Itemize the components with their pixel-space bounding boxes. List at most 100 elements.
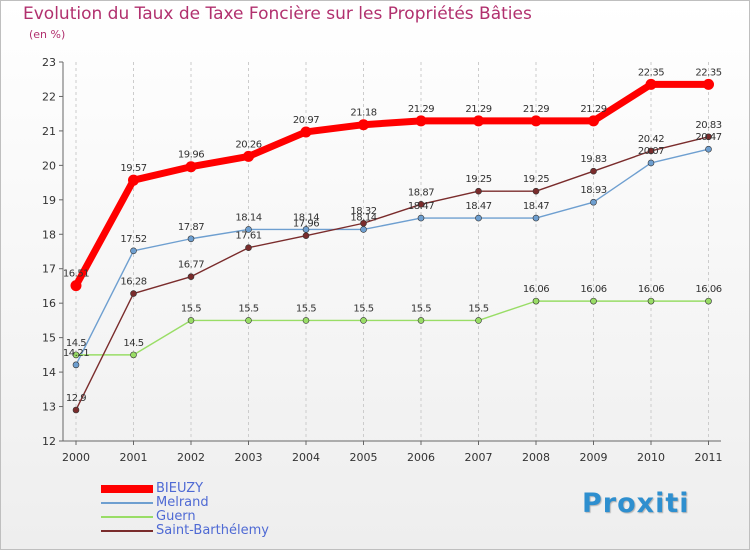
- y-tick-label: 18: [42, 228, 56, 241]
- data-label: 16.06: [523, 284, 549, 295]
- data-label: 15.5: [411, 303, 431, 314]
- data-label: 18.32: [350, 206, 376, 217]
- data-point: [532, 214, 540, 222]
- legend-swatch-melrand: [101, 502, 153, 504]
- data-label: 15.5: [238, 303, 258, 314]
- x-tick-label: 2004: [292, 451, 320, 464]
- chart-subtitle: (en %): [29, 28, 66, 41]
- data-point: [187, 317, 195, 324]
- data-label: 16.51: [63, 269, 89, 280]
- data-point: [72, 351, 80, 359]
- data-point: [128, 174, 139, 186]
- data-label: 14.5: [66, 338, 86, 349]
- data-label: 16.06: [580, 284, 606, 295]
- data-label: 19.25: [465, 174, 491, 185]
- data-label: 18.47: [408, 201, 434, 212]
- y-tick-label: 17: [42, 263, 56, 276]
- data-label: 17.96: [293, 219, 319, 230]
- data-label: 19.57: [120, 163, 146, 174]
- data-point: [647, 159, 655, 167]
- y-tick-label: 20: [42, 159, 56, 172]
- data-point: [72, 406, 80, 414]
- data-point: [703, 78, 714, 90]
- y-tick-label: 16: [42, 297, 56, 310]
- series-line-guern: [75, 300, 710, 356]
- data-label: 18.47: [523, 201, 549, 212]
- data-label: 16.77: [178, 260, 204, 271]
- data-point: [590, 297, 597, 305]
- data-point: [532, 297, 540, 305]
- data-point: [130, 290, 137, 297]
- data-point: [187, 273, 195, 280]
- data-label: 21.29: [465, 104, 491, 115]
- data-label: 20.83: [695, 120, 721, 131]
- y-tick-label: 19: [42, 194, 56, 207]
- series-lines: [70, 78, 714, 414]
- data-label: 19.25: [523, 174, 549, 185]
- data-label: 17.87: [178, 222, 204, 233]
- x-tick-label: 2005: [350, 451, 378, 464]
- data-point: [300, 126, 312, 138]
- data-point: [647, 147, 655, 155]
- data-point: [415, 115, 427, 127]
- data-point: [245, 226, 252, 233]
- data-label: 16.28: [120, 277, 146, 288]
- data-label: 19.83: [580, 154, 606, 165]
- data-point: [475, 214, 482, 222]
- proxiti-logo: Proxiti: [582, 488, 690, 519]
- data-label: 21.29: [580, 104, 606, 115]
- data-point: [473, 115, 484, 127]
- data-point: [590, 167, 597, 175]
- data-label: 22.35: [695, 67, 721, 78]
- x-tick-label: 2000: [62, 451, 90, 464]
- data-point: [645, 78, 657, 90]
- legend-swatch-saint-barthelemy: [101, 530, 153, 532]
- data-label: 19.96: [178, 150, 204, 161]
- data-label: 18.14: [293, 212, 319, 223]
- data-point: [302, 232, 310, 239]
- legend-swatch-bieuzy: [101, 485, 153, 493]
- legend-label-saint-barthelemy: Saint-Barthélemy: [156, 523, 269, 538]
- data-point: [417, 200, 425, 208]
- axes: 12 13 14 15 16 17 18 19 20 21 22 23 2000 2001 2002 2003…: [42, 56, 723, 464]
- data-label: 20.26: [235, 139, 261, 150]
- data-label: 18.14: [235, 212, 261, 223]
- data-label: 18.87: [408, 187, 434, 198]
- data-label: 14.5: [123, 338, 143, 349]
- y-tick-label: 21: [42, 125, 56, 138]
- data-label: 15.5: [468, 303, 488, 314]
- data-point: [588, 115, 599, 127]
- chart-title: Evolution du Taux de Taxe Foncière sur l…: [23, 4, 532, 24]
- data-point: [530, 115, 542, 127]
- y-tick-label: 13: [42, 401, 56, 414]
- data-label: 21.29: [523, 104, 549, 115]
- data-label: 17.61: [235, 231, 261, 242]
- data-point: [360, 219, 367, 227]
- data-point: [475, 317, 482, 324]
- data-point: [302, 317, 310, 324]
- grid-lines: [75, 62, 709, 441]
- data-point: [245, 244, 252, 252]
- data-label: 20.47: [695, 132, 721, 143]
- data-point: [532, 187, 540, 195]
- x-tick-label: 2001: [120, 451, 148, 464]
- data-point: [475, 187, 482, 195]
- data-label: 21.18: [350, 108, 376, 119]
- data-point: [245, 317, 252, 324]
- data-point: [360, 226, 367, 233]
- x-tick-label: 2002: [177, 451, 205, 464]
- data-label: 18.93: [580, 185, 606, 196]
- x-tick-label: 2007: [465, 451, 493, 464]
- data-label: 16.06: [695, 284, 721, 295]
- data-point: [360, 317, 367, 324]
- data-label: 17.52: [120, 234, 146, 245]
- y-tick-label: 23: [42, 56, 56, 69]
- data-label: 20.42: [638, 134, 664, 145]
- series-line-bieuzy: [72, 80, 712, 290]
- x-tick-label: 2003: [235, 451, 263, 464]
- data-point: [590, 198, 597, 206]
- y-tick-label: 15: [42, 332, 56, 345]
- data-point: [187, 235, 195, 243]
